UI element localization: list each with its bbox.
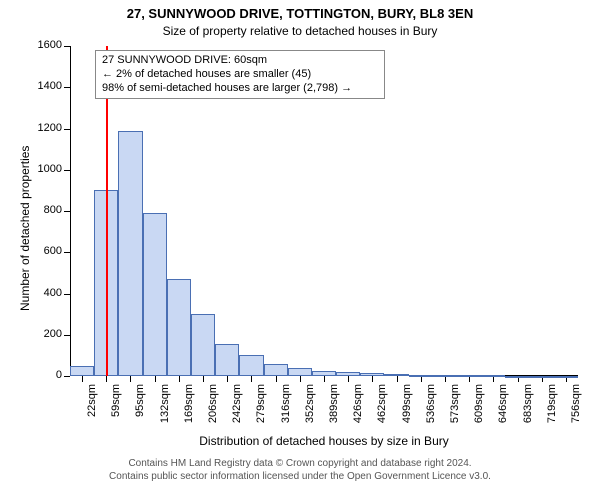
xtick-mark bbox=[372, 376, 373, 382]
xtick-mark bbox=[300, 376, 301, 382]
xtick-label: 59sqm bbox=[110, 384, 122, 434]
ytick-mark bbox=[64, 335, 70, 336]
xtick-mark bbox=[251, 376, 252, 382]
xtick-label: 389sqm bbox=[328, 384, 340, 434]
xtick-label: 132sqm bbox=[159, 384, 171, 434]
histogram-bar bbox=[312, 371, 336, 376]
histogram-bar bbox=[384, 374, 408, 376]
annotation-line: ← 2% of detached houses are smaller (45) bbox=[102, 68, 378, 82]
histogram-bar bbox=[457, 375, 481, 377]
xtick-label: 756sqm bbox=[570, 384, 582, 434]
ytick-mark bbox=[64, 294, 70, 295]
ytick-label: 400 bbox=[24, 287, 62, 299]
ytick-mark bbox=[64, 252, 70, 253]
xtick-mark bbox=[276, 376, 277, 382]
xtick-label: 352sqm bbox=[304, 384, 316, 434]
xtick-label: 609sqm bbox=[473, 384, 485, 434]
xtick-label: 426sqm bbox=[352, 384, 364, 434]
xtick-label: 242sqm bbox=[231, 384, 243, 434]
xtick-label: 279sqm bbox=[255, 384, 267, 434]
chart-subtitle: Size of property relative to detached ho… bbox=[0, 24, 600, 38]
xtick-label: 22sqm bbox=[86, 384, 98, 434]
histogram-bar bbox=[191, 314, 215, 376]
xtick-mark bbox=[130, 376, 131, 382]
ytick-mark bbox=[64, 129, 70, 130]
histogram-bar bbox=[554, 376, 578, 378]
xtick-mark bbox=[106, 376, 107, 382]
ytick-mark bbox=[64, 87, 70, 88]
xtick-mark bbox=[227, 376, 228, 382]
ytick-label: 200 bbox=[24, 328, 62, 340]
ytick-label: 0 bbox=[24, 369, 62, 381]
ytick-mark bbox=[64, 376, 70, 377]
xtick-mark bbox=[203, 376, 204, 382]
histogram-bar bbox=[360, 373, 384, 376]
histogram-bar bbox=[118, 131, 142, 376]
ytick-label: 1200 bbox=[24, 122, 62, 134]
histogram-bar bbox=[167, 279, 191, 376]
ytick-mark bbox=[64, 46, 70, 47]
x-axis-label: Distribution of detached houses by size … bbox=[70, 434, 578, 448]
histogram-bar bbox=[70, 366, 94, 376]
xtick-mark bbox=[421, 376, 422, 382]
ytick-mark bbox=[64, 170, 70, 171]
histogram-bar bbox=[481, 375, 505, 377]
ytick-label: 1000 bbox=[24, 163, 62, 175]
xtick-label: 169sqm bbox=[183, 384, 195, 434]
xtick-label: 536sqm bbox=[425, 384, 437, 434]
xtick-label: 462sqm bbox=[376, 384, 388, 434]
footer-line: Contains public sector information licen… bbox=[0, 471, 600, 484]
footer-attribution: Contains HM Land Registry data © Crown c… bbox=[0, 458, 600, 483]
xtick-mark bbox=[82, 376, 83, 382]
xtick-label: 683sqm bbox=[522, 384, 534, 434]
ytick-label: 1600 bbox=[24, 39, 62, 51]
annotation-line: 27 SUNNYWOOD DRIVE: 60sqm bbox=[102, 54, 378, 68]
xtick-label: 719sqm bbox=[546, 384, 558, 434]
xtick-mark bbox=[179, 376, 180, 382]
ytick-mark bbox=[64, 211, 70, 212]
footer-line: Contains HM Land Registry data © Crown c… bbox=[0, 458, 600, 471]
annotation-line: 98% of semi-detached houses are larger (… bbox=[102, 82, 378, 96]
xtick-mark bbox=[348, 376, 349, 382]
xtick-mark bbox=[397, 376, 398, 382]
histogram-bar bbox=[336, 372, 360, 376]
histogram-bar bbox=[264, 364, 288, 376]
histogram-bar bbox=[530, 376, 554, 378]
histogram-bar bbox=[143, 213, 167, 376]
annotation-box: 27 SUNNYWOOD DRIVE: 60sqm ← 2% of detach… bbox=[95, 50, 385, 99]
xtick-label: 95sqm bbox=[134, 384, 146, 434]
ytick-label: 600 bbox=[24, 245, 62, 257]
histogram-bar bbox=[433, 375, 457, 377]
xtick-label: 499sqm bbox=[401, 384, 413, 434]
ytick-label: 1400 bbox=[24, 80, 62, 92]
chart-title: 27, SUNNYWOOD DRIVE, TOTTINGTON, BURY, B… bbox=[0, 6, 600, 21]
xtick-mark bbox=[155, 376, 156, 382]
property-size-chart: 27, SUNNYWOOD DRIVE, TOTTINGTON, BURY, B… bbox=[0, 0, 600, 500]
histogram-bar bbox=[215, 344, 239, 376]
xtick-mark bbox=[324, 376, 325, 382]
xtick-label: 206sqm bbox=[207, 384, 219, 434]
histogram-bar bbox=[239, 355, 263, 376]
xtick-label: 646sqm bbox=[497, 384, 509, 434]
ytick-label: 800 bbox=[24, 204, 62, 216]
xtick-label: 573sqm bbox=[449, 384, 461, 434]
xtick-label: 316sqm bbox=[280, 384, 292, 434]
histogram-bar bbox=[288, 368, 312, 376]
histogram-bar bbox=[409, 375, 433, 377]
histogram-bar bbox=[505, 376, 529, 378]
